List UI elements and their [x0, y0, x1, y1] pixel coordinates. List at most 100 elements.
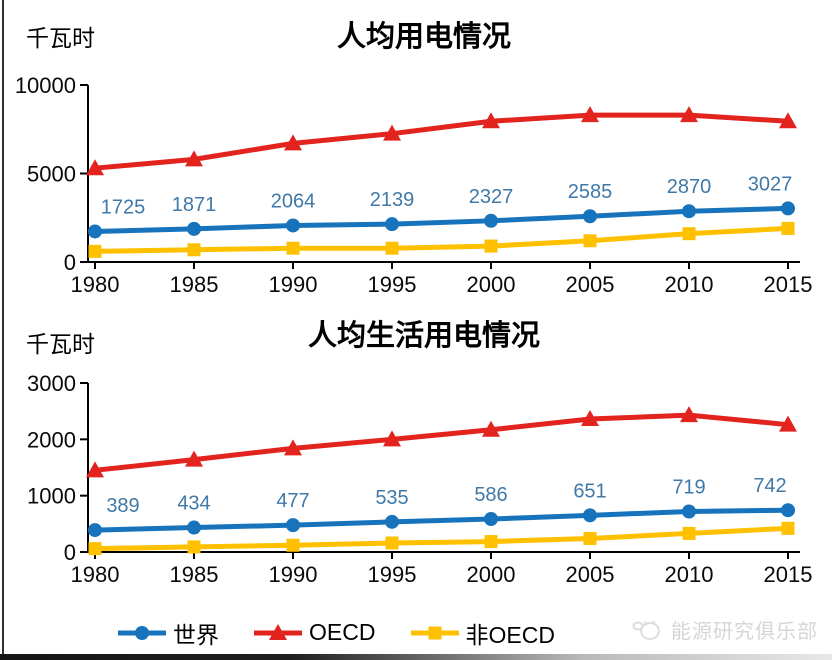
- x-axis-tick-label: 2005: [566, 562, 615, 587]
- triangle-marker-icon: [383, 124, 401, 141]
- data-point-label: 3027: [748, 173, 793, 195]
- circle-marker-icon: [286, 218, 300, 233]
- triangle-marker-icon: [581, 410, 599, 427]
- circle-marker-icon: [286, 518, 300, 533]
- triangle-marker-icon: [680, 106, 698, 123]
- legend-swatch-oecd: [254, 623, 303, 640]
- data-point-label: 389: [106, 495, 139, 517]
- data-point-label: 535: [375, 487, 408, 509]
- chart-per-capita-residential-electricity: 千瓦时 人均生活用电情况 0 1000 2000 3000 1980 1985 1990 1995…: [26, 319, 813, 587]
- legend-swatch-non-oecd: [410, 626, 459, 639]
- triangle-marker-icon: [185, 450, 203, 467]
- triangle-marker-icon: [482, 420, 500, 437]
- y-axis-unit-label: 千瓦时: [26, 331, 95, 357]
- circle-marker-icon: [484, 213, 498, 228]
- triangle-marker-icon: [86, 159, 104, 176]
- y-axis-unit-label: 千瓦时: [26, 25, 95, 51]
- y-axis-tick-label: 5000: [27, 162, 76, 187]
- circle-marker-icon: [583, 209, 597, 224]
- circle-marker-icon: [187, 520, 201, 535]
- x-axis-tick-label: 2010: [665, 272, 714, 297]
- triangle-marker-icon: [779, 112, 797, 129]
- legend: 世界 OECD 非OECD: [0, 605, 832, 660]
- circle-marker-icon: [682, 504, 696, 519]
- square-marker-icon: [583, 531, 597, 545]
- triangle-marker-icon: [383, 430, 401, 447]
- x-axis-tick-label: 2000: [467, 272, 516, 297]
- square-marker-icon: [187, 540, 201, 554]
- square-marker-icon: [682, 526, 696, 540]
- square-marker-icon: [385, 536, 399, 550]
- legend-label: OECD: [309, 619, 376, 645]
- y-axis-tick-label: 2000: [27, 427, 76, 452]
- circle-marker-icon: [88, 523, 102, 538]
- data-point-label: 2870: [667, 176, 712, 198]
- circle-marker-icon: [583, 508, 597, 523]
- watermark: 能源研究俱乐部: [631, 615, 818, 644]
- chart-per-capita-electricity: 千瓦时 人均用电情况 0 5000 10000 1980 1985 1990 1995 2000 2…: [15, 20, 813, 297]
- y-axis-tick-label: 0: [64, 250, 76, 275]
- circle-marker-icon: [88, 224, 102, 239]
- circle-marker-icon: [187, 221, 201, 236]
- square-marker-icon: [187, 243, 201, 257]
- triangle-marker-icon: [284, 439, 302, 456]
- legend-label: 非OECD: [465, 621, 555, 648]
- data-point-label: 2585: [568, 181, 613, 203]
- chart-title: 人均用电情况: [337, 20, 511, 53]
- triangle-marker-icon: [482, 112, 500, 129]
- x-axis-tick-label: 1985: [170, 562, 219, 587]
- x-axis-tick-label: 1980: [71, 562, 120, 587]
- x-axis-tick-label: 1985: [170, 272, 219, 297]
- x-axis-tick-label: 2015: [764, 562, 813, 587]
- square-marker-icon: [484, 239, 498, 253]
- square-marker-icon: [88, 244, 102, 258]
- triangle-marker-icon: [779, 415, 797, 432]
- triangle-marker-icon: [680, 406, 698, 423]
- series-line-oecd: [94, 412, 789, 473]
- legend-item-non-oecd: 非OECD: [410, 616, 555, 650]
- square-marker-icon: [88, 542, 102, 556]
- triangle-marker-icon: [284, 134, 302, 151]
- data-point-label: 742: [753, 475, 786, 497]
- series-line-non-oecd: [94, 525, 789, 552]
- square-marker-icon: [428, 626, 441, 639]
- energy-club-logo-icon: [632, 619, 660, 640]
- triangle-marker-icon: [185, 150, 203, 167]
- chart-title: 人均生活用电情况: [308, 319, 540, 352]
- square-marker-icon: [781, 521, 795, 535]
- watermark-text: 能源研究俱乐部: [671, 621, 818, 643]
- data-point-label: 651: [573, 480, 606, 502]
- square-marker-icon: [583, 234, 597, 248]
- x-axis-tick-label: 1980: [71, 272, 120, 297]
- x-axis-tick-label: 1995: [368, 272, 417, 297]
- data-point-label: 586: [474, 484, 507, 506]
- triangle-marker-icon: [269, 623, 288, 640]
- x-axis-tick-label: 1990: [269, 272, 318, 297]
- circle-marker-icon: [682, 204, 696, 219]
- legend-swatch-world: [118, 625, 167, 640]
- legend-item-oecd: OECD: [253, 619, 376, 646]
- square-marker-icon: [286, 241, 300, 255]
- data-point-label: 2327: [469, 186, 514, 208]
- triangle-marker-icon: [581, 106, 599, 123]
- circle-marker-icon: [385, 514, 399, 529]
- legend-label: 世界: [173, 621, 220, 648]
- data-point-label: 477: [276, 490, 309, 512]
- series-line-oecd: [94, 112, 789, 171]
- y-axis-tick-label: 3000: [27, 371, 76, 396]
- series-line-world: [94, 205, 789, 234]
- square-marker-icon: [781, 221, 795, 235]
- square-marker-icon: [286, 538, 300, 552]
- data-point-label: 1725: [101, 196, 146, 218]
- data-point-label: 719: [672, 476, 705, 498]
- figure-footer: 世界 OECD 非OECD 能源研究俱乐部: [0, 605, 832, 660]
- circle-marker-icon: [781, 503, 795, 518]
- bottom-border-strip: [0, 654, 832, 660]
- square-marker-icon: [682, 227, 696, 241]
- circle-marker-icon: [781, 201, 795, 216]
- data-point-label: 434: [177, 493, 210, 515]
- x-axis-tick-label: 1995: [368, 562, 417, 587]
- series-line-world: [94, 507, 789, 533]
- y-axis-tick-label: 0: [64, 540, 76, 565]
